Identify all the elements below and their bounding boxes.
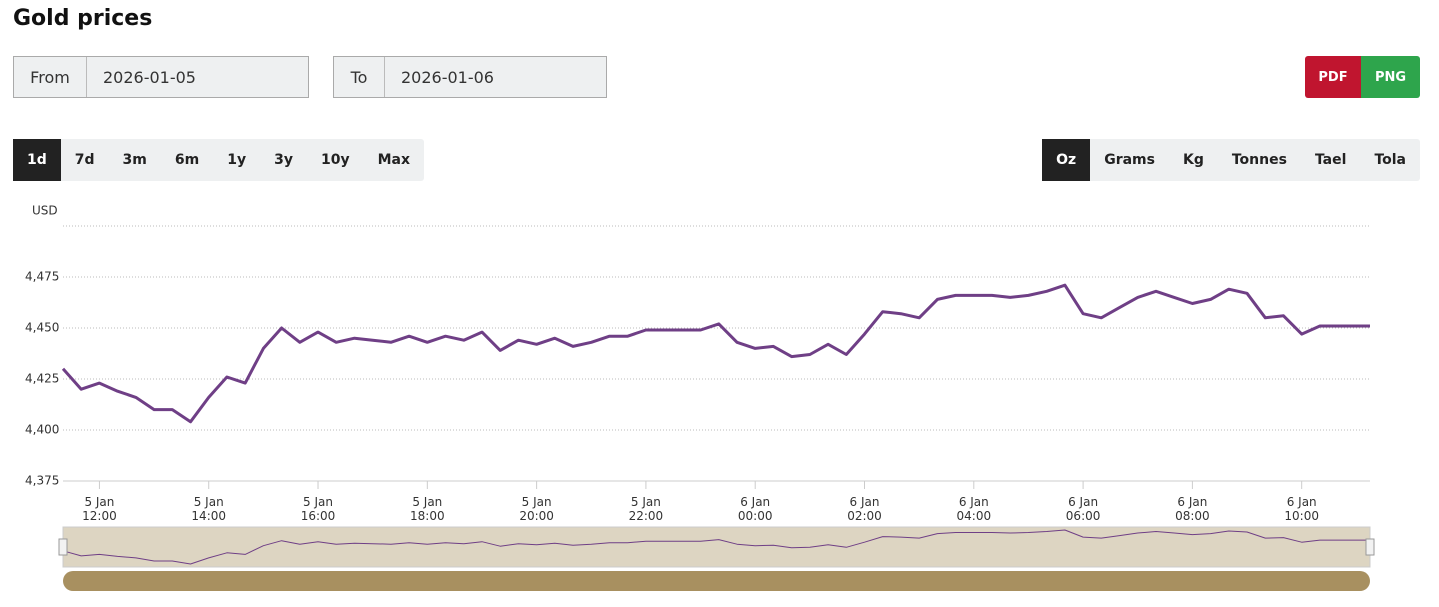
- pdf-button[interactable]: PDF: [1305, 56, 1361, 98]
- y-tick-label: 4,425: [25, 372, 59, 386]
- period-tab[interactable]: 1y: [227, 152, 247, 168]
- x-tick-label: 5 Jan 14:00: [191, 495, 227, 523]
- x-tick-label: 6 Jan 04:00: [956, 495, 992, 523]
- to-field[interactable]: To 2026-01-06: [333, 56, 607, 98]
- x-tick-label: 5 Jan 18:00: [410, 495, 445, 523]
- from-label: From: [14, 57, 87, 97]
- period-tab[interactable]: Max: [377, 152, 410, 168]
- x-tick-label: 5 Jan 12:00: [82, 495, 117, 523]
- x-tick-label: 5 Jan 20:00: [519, 495, 554, 523]
- from-field[interactable]: From 2026-01-05: [13, 56, 309, 98]
- to-label: To: [334, 57, 385, 97]
- page-title: Gold prices: [13, 6, 153, 31]
- navigator: [62, 526, 1371, 568]
- period-tab[interactable]: 1d: [13, 139, 61, 181]
- period-tab[interactable]: 10y: [320, 152, 350, 168]
- scrollbar: [63, 571, 1370, 591]
- x-tick-label: 6 Jan 02:00: [847, 495, 882, 523]
- navigator-line: [62, 529, 1370, 565]
- x-tick-label: 5 Jan 22:00: [628, 495, 664, 523]
- x-tick-label: 6 Jan 10:00: [1284, 495, 1319, 523]
- y-tick-label: 4,375: [25, 474, 59, 488]
- unit-tab[interactable]: Oz: [1042, 139, 1091, 181]
- x-tick-label: 6 Jan 06:00: [1065, 495, 1101, 523]
- price-line: [61, 283, 1370, 424]
- y-tick-label: 4,450: [25, 321, 59, 335]
- y-tick-label: 4,400: [25, 423, 59, 437]
- navigator-handle: [58, 538, 68, 556]
- navigator-handle: [1365, 538, 1375, 556]
- unit-tab[interactable]: Grams: [1104, 152, 1155, 168]
- period-tab[interactable]: 7d: [74, 152, 95, 168]
- period-tab[interactable]: 3y: [274, 152, 293, 168]
- png-button[interactable]: PNG: [1361, 56, 1420, 98]
- y-axis-label: USD: [32, 204, 58, 218]
- from-value[interactable]: 2026-01-05: [103, 67, 196, 87]
- unit-tab[interactable]: Kg: [1182, 152, 1204, 168]
- unit-tab[interactable]: Tael: [1314, 152, 1347, 168]
- to-value[interactable]: 2026-01-06: [401, 67, 494, 87]
- unit-tab[interactable]: Tonnes: [1231, 152, 1287, 168]
- unit-tabs: Oz Grams Kg Tonnes Tael Tola: [1042, 139, 1420, 181]
- x-tick-label: 6 Jan 00:00: [737, 495, 773, 523]
- period-tabs: 1d 7d 3m 6m 1y 3y 10y Max: [13, 139, 424, 181]
- unit-tab[interactable]: Tola: [1374, 152, 1406, 168]
- period-tab[interactable]: 3m: [122, 152, 147, 168]
- period-tab[interactable]: 6m: [174, 152, 200, 168]
- x-tick-label: 5 Jan 16:00: [300, 495, 336, 523]
- x-tick-label: 6 Jan 08:00: [1175, 495, 1210, 523]
- y-tick-label: 4,475: [25, 270, 59, 284]
